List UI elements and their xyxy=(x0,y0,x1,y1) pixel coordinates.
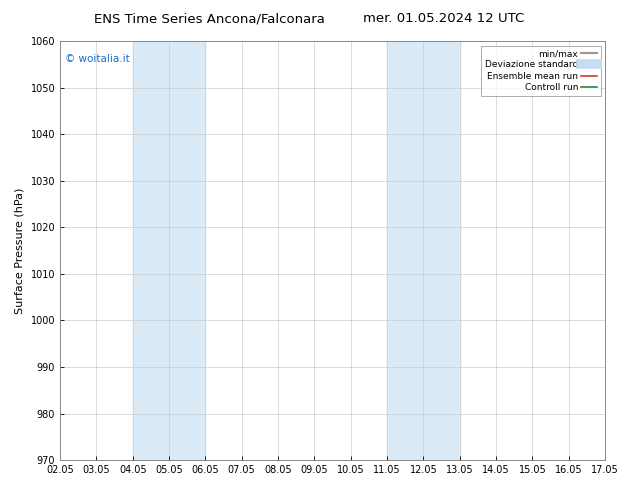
Bar xyxy=(133,41,205,460)
Bar xyxy=(387,41,460,460)
Text: ENS Time Series Ancona/Falconara: ENS Time Series Ancona/Falconara xyxy=(94,12,325,25)
Text: © woitalia.it: © woitalia.it xyxy=(65,53,130,64)
Legend: min/max, Deviazione standard, Ensemble mean run, Controll run: min/max, Deviazione standard, Ensemble m… xyxy=(481,46,600,96)
Y-axis label: Surface Pressure (hPa): Surface Pressure (hPa) xyxy=(15,187,25,314)
Text: mer. 01.05.2024 12 UTC: mer. 01.05.2024 12 UTC xyxy=(363,12,524,25)
